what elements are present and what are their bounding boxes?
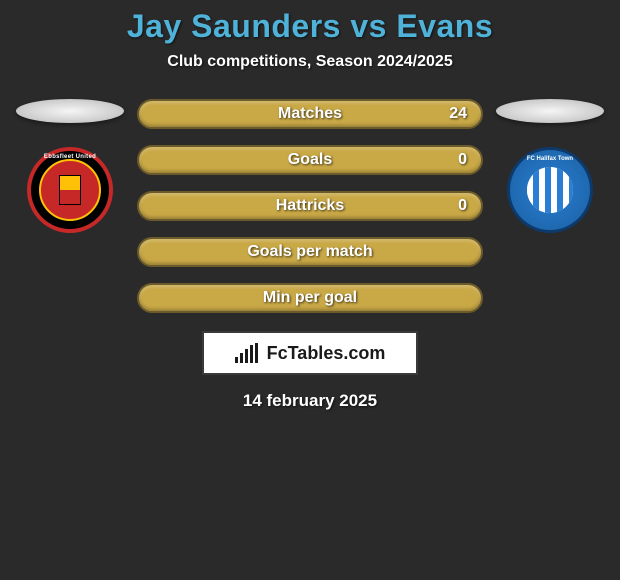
stat-label: Hattricks <box>276 197 344 215</box>
right-ellipse <box>496 99 604 123</box>
stat-bar-matches: Matches 24 <box>137 99 483 129</box>
left-ellipse <box>16 99 124 123</box>
attribution-bars-icon <box>235 343 261 363</box>
left-crest-label: Ebbsfleet United <box>31 154 109 160</box>
page-title: Jay Saunders vs Evans <box>127 8 493 45</box>
attribution-box: FcTables.com <box>202 331 418 375</box>
subtitle: Club competitions, Season 2024/2025 <box>167 53 452 71</box>
left-column: Ebbsfleet United <box>15 99 125 233</box>
stat-value: 0 <box>458 193 467 219</box>
stats-bars: Matches 24 Goals 0 Hattricks 0 Goals per… <box>137 99 483 313</box>
stat-bar-goals-per-match: Goals per match <box>137 237 483 267</box>
stat-label: Min per goal <box>263 289 357 307</box>
attribution-text: FcTables.com <box>267 343 386 364</box>
stat-label: Matches <box>278 105 342 123</box>
right-column: FC Halifax Town <box>495 99 605 233</box>
stat-value: 0 <box>458 147 467 173</box>
right-crest-stripes <box>527 167 573 213</box>
right-crest-inner <box>527 167 573 213</box>
left-team-crest: Ebbsfleet United <box>27 147 113 233</box>
left-crest-emblem <box>59 175 81 205</box>
stat-bar-goals: Goals 0 <box>137 145 483 175</box>
right-team-crest: FC Halifax Town <box>507 147 593 233</box>
right-crest-label: FC Halifax Town <box>510 156 590 162</box>
left-crest-inner <box>39 159 101 221</box>
stat-label: Goals per match <box>247 243 372 261</box>
stat-value: 24 <box>449 101 467 127</box>
stat-label: Goals <box>288 151 332 169</box>
date-text: 14 february 2025 <box>243 391 377 411</box>
stat-bar-min-per-goal: Min per goal <box>137 283 483 313</box>
main-row: Ebbsfleet United Matches 24 Goals 0 Hatt… <box>0 99 620 313</box>
infographic-container: Jay Saunders vs Evans Club competitions,… <box>0 0 620 411</box>
stat-bar-hattricks: Hattricks 0 <box>137 191 483 221</box>
